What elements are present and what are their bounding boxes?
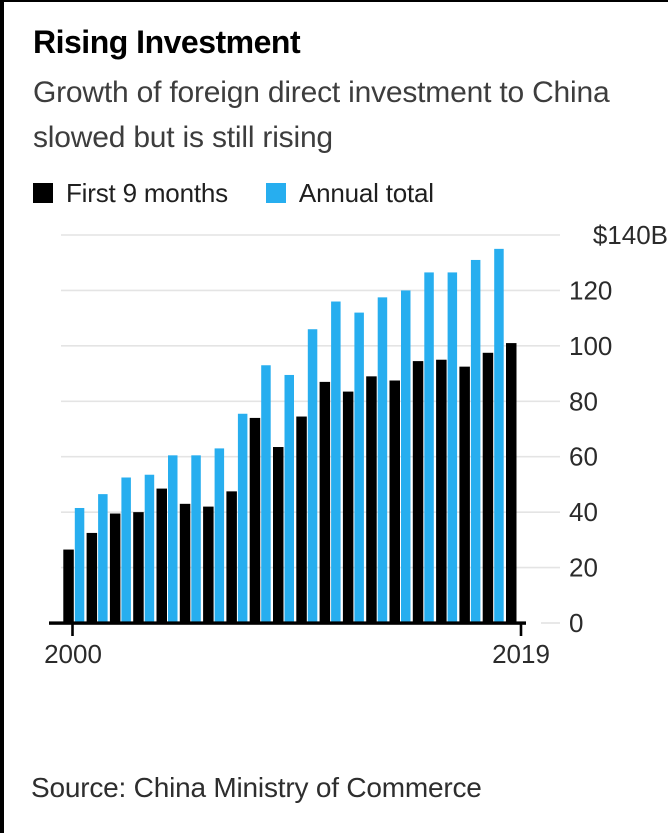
source-text: Source: China Ministry of Commerce <box>31 772 482 803</box>
bar-annual-2007 <box>237 413 248 623</box>
bar-annual-2004 <box>168 455 178 623</box>
bar-first9-2014 <box>389 380 400 623</box>
bar-annual-2014 <box>401 290 411 623</box>
legend-swatch-blue <box>265 183 286 204</box>
bar-annual-2002 <box>121 477 131 623</box>
bar-annual-2016 <box>447 272 458 623</box>
bar-first9-2018 <box>482 352 494 623</box>
y-axis-label-60: 60 <box>569 442 598 472</box>
bar-annual-2009 <box>284 374 294 623</box>
bar-annual-2001 <box>98 494 108 623</box>
y-axis-label-100: 100 <box>569 331 612 361</box>
x-axis-line <box>49 621 526 625</box>
bar-first9-2009 <box>273 447 284 623</box>
legend-label: First 9 months <box>66 177 228 208</box>
chart-area: 120 100 80 60 40 20 0 $140B 2000 2019 <box>4 210 668 680</box>
bar-first9-2006 <box>203 506 214 623</box>
x-axis-label-2019: 2019 <box>492 639 550 669</box>
legend-item-first-9-months: First 9 months <box>33 178 228 209</box>
bar-first9-2019 <box>506 343 517 623</box>
bar-annual-2010 <box>307 329 318 623</box>
bar-first9-2016 <box>436 359 447 623</box>
bar-first9-2005 <box>179 503 191 623</box>
bar-annual-2003 <box>144 474 155 623</box>
legend-label: Annual total <box>298 177 434 208</box>
bar-annual-2005 <box>191 455 201 623</box>
bar-first9-2010 <box>296 416 307 623</box>
bar-first9-2000 <box>63 549 74 623</box>
y-axis-label-20: 20 <box>569 553 598 583</box>
y-axis-label-120: 120 <box>569 275 612 305</box>
y-axis-label-0: 0 <box>569 608 583 638</box>
bar-annual-2011 <box>331 301 341 623</box>
bar-chart: 120 100 80 60 40 20 0 $140B 2000 2019 <box>44 220 668 669</box>
chart-header: Rising Investment Growth of foreign dire… <box>4 2 668 161</box>
bar-first9-2012 <box>342 391 354 623</box>
bar-first9-2003 <box>133 512 144 623</box>
bar-annual-2008 <box>261 365 271 623</box>
bar-first9-2002 <box>109 513 121 623</box>
legend-item-annual-total: Annual total <box>265 177 434 209</box>
chart-legend: First 9 months Annual total <box>33 178 668 209</box>
bar-first9-2008 <box>249 417 261 623</box>
bar-first9-2015 <box>412 361 424 623</box>
bar-annual-2012 <box>354 312 364 623</box>
bar-first9-2011 <box>319 381 331 623</box>
chart-title: Rising Investment <box>33 24 301 60</box>
y-axis-label-80: 80 <box>569 386 598 416</box>
bar-first9-2013 <box>366 376 377 623</box>
bar-first9-2001 <box>86 532 98 623</box>
bar-annual-2018 <box>494 248 504 623</box>
bar-annual-2015 <box>424 272 434 623</box>
bar-first9-2007 <box>226 491 237 623</box>
bar-annual-2006 <box>214 448 225 623</box>
bar-first9-2004 <box>156 488 167 623</box>
bar-annual-2017 <box>470 259 481 623</box>
x-axis-label-2000: 2000 <box>44 639 102 669</box>
legend-swatch-black <box>33 183 53 204</box>
bar-annual-2000 <box>74 507 85 623</box>
chart-subtitle: Growth of foreign direct investment to C… <box>33 75 610 155</box>
bar-first9-2017 <box>459 366 470 623</box>
y-axis-label-top: $140B <box>593 220 668 250</box>
bar-annual-2013 <box>377 297 388 623</box>
y-axis-label-40: 40 <box>569 497 598 527</box>
